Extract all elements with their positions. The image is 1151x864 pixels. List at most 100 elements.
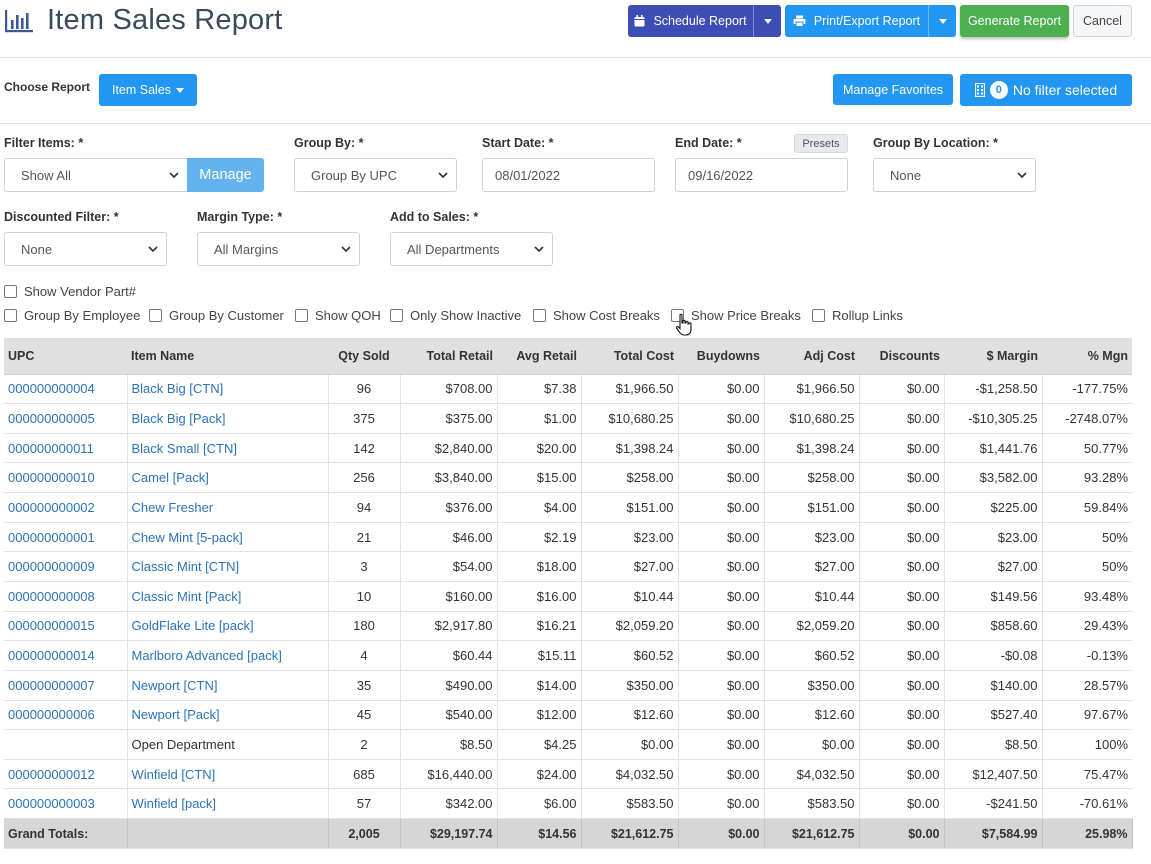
item-name-link[interactable]: Chew Mint [5-pack]	[131, 529, 243, 545]
checkbox-box[interactable]	[295, 309, 308, 322]
checkbox-box[interactable]	[812, 309, 825, 322]
checkbox-box[interactable]	[4, 285, 17, 298]
item-name-link[interactable]: Winfield [CTN]	[131, 766, 216, 782]
upc-link[interactable]: 000000000007	[8, 677, 95, 693]
print-export-button-group[interactable]: Print/Export Report	[785, 5, 956, 37]
cell-avg-retail: $16.00	[497, 581, 582, 612]
checkbox-label: Show Cost Breaks	[553, 308, 660, 323]
print-dropdown-toggle[interactable]	[928, 5, 956, 37]
upc-link[interactable]: 000000000011	[8, 440, 94, 456]
cell-item-name: Winfield [pack]	[127, 788, 329, 820]
upc-link[interactable]: 000000000001	[8, 529, 95, 545]
filter-summary-label: No filter selected	[1012, 82, 1118, 98]
filter-summary-button[interactable]: 0 No filter selected	[960, 74, 1132, 106]
group-by-location-select[interactable]: None	[873, 158, 1036, 192]
show-qoh-checkbox[interactable]: Show QOH	[295, 308, 381, 323]
item-name-link[interactable]: Chew Fresher	[131, 499, 214, 515]
generate-report-button[interactable]: Generate Report	[960, 5, 1069, 37]
upc-link[interactable]: 000000000008	[8, 588, 95, 604]
checkbox-box[interactable]	[533, 309, 546, 322]
checkbox-box[interactable]	[4, 309, 17, 322]
column-header-total-retail[interactable]: Total Retail	[400, 338, 497, 375]
chevron-down-icon	[534, 246, 544, 253]
schedule-report-button-group[interactable]: Schedule Report	[628, 5, 781, 37]
item-name-link[interactable]: Camel [Pack]	[131, 470, 209, 486]
item-name-link[interactable]: Black Big [Pack]	[131, 410, 226, 426]
item-name-link[interactable]: Black Small [CTN]	[131, 440, 237, 456]
upc-link[interactable]: 000000000004	[8, 381, 95, 397]
cancel-button[interactable]: Cancel	[1073, 5, 1132, 37]
column-header-discounts[interactable]: Discounts	[859, 338, 944, 375]
manage-favorites-button[interactable]: Manage Favorites	[833, 74, 953, 105]
column-header-total-cost[interactable]: Total Cost	[581, 338, 678, 375]
upc-link[interactable]: 000000000006	[8, 707, 95, 723]
end-date-input[interactable]: 09/16/2022	[675, 158, 848, 192]
item-name-link[interactable]: Marlboro Advanced [pack]	[131, 648, 282, 664]
upc-link[interactable]: 000000000015	[8, 618, 95, 634]
date-presets-button[interactable]: Presets	[794, 134, 848, 153]
checkbox-label: Group By Customer	[169, 308, 284, 323]
cell-qty-sold: 96	[328, 374, 401, 405]
schedule-report-button[interactable]: Schedule Report	[628, 5, 753, 37]
item-name-link[interactable]: Newport [CTN]	[131, 677, 218, 693]
column-header-upc[interactable]: UPC	[4, 338, 127, 375]
cell-dollar-margin: -$241.50	[944, 788, 1043, 820]
column-header-qty-sold[interactable]: Qty Sold	[328, 338, 400, 375]
item-name-link[interactable]: Classic Mint [Pack]	[131, 588, 242, 604]
upc-link[interactable]: 000000000009	[8, 559, 95, 575]
cell-item-name: Classic Mint [Pack]	[127, 581, 329, 612]
cell-buydowns: $0.00	[678, 759, 765, 790]
upc-link[interactable]: 000000000014	[8, 648, 95, 664]
item-name-link[interactable]: GoldFlake Lite [pack]	[131, 618, 254, 634]
column-header-buydowns[interactable]: Buydowns	[678, 338, 764, 375]
cell-adj-cost: $10,680.25	[764, 403, 860, 434]
discounted-filter-select[interactable]: None	[4, 232, 167, 266]
upc-link[interactable]: 000000000003	[8, 796, 95, 812]
margin-type-select[interactable]: All Margins	[197, 232, 360, 266]
rollup-links-checkbox[interactable]: Rollup Links	[812, 308, 903, 323]
total-item-name	[127, 818, 329, 850]
column-header-adj-cost[interactable]: Adj Cost	[764, 338, 859, 375]
item-name-link[interactable]: Newport [Pack]	[131, 707, 220, 723]
cell-discounts: $0.00	[859, 611, 945, 642]
upc-link[interactable]: 000000000012	[8, 766, 95, 782]
cell-qty-sold: 3	[328, 551, 401, 582]
group-by-customer-checkbox[interactable]: Group By Customer	[149, 308, 284, 323]
cell-percent-margin: 93.48%	[1042, 581, 1132, 612]
column-header-avg-retail[interactable]: Avg Retail	[497, 338, 581, 375]
item-name-link[interactable]: Winfield [pack]	[131, 796, 217, 812]
cell-total-cost: $12.60	[581, 700, 679, 731]
cell-buydowns: $0.00	[678, 492, 765, 523]
print-export-button[interactable]: Print/Export Report	[785, 5, 928, 37]
item-name-link[interactable]: Classic Mint [CTN]	[131, 559, 240, 575]
add-to-sales-select[interactable]: All Departments	[390, 232, 553, 266]
item-name-link[interactable]: Black Big [CTN]	[131, 381, 224, 397]
total-dollar-margin: $7,584.99	[944, 818, 1043, 850]
cell-dollar-margin: $149.56	[944, 581, 1043, 612]
filter-items-select[interactable]: Show All	[4, 158, 188, 192]
show-cost-breaks-checkbox[interactable]: Show Cost Breaks	[533, 308, 660, 323]
table-row: 000000000005 Black Big [Pack] 375 $375.00 $1…	[4, 403, 1132, 434]
manage-filter-items-button[interactable]: Manage	[187, 158, 264, 192]
checkbox-box[interactable]	[149, 309, 162, 322]
start-date-input[interactable]: 08/01/2022	[482, 158, 655, 192]
checkbox-box[interactable]	[390, 309, 403, 322]
schedule-dropdown-toggle[interactable]	[753, 5, 781, 37]
group-by-select[interactable]: Group By UPC	[294, 158, 457, 192]
group-by-employee-checkbox[interactable]: Group By Employee	[4, 308, 140, 323]
column-header-item-name[interactable]: Item Name	[127, 338, 328, 375]
cell-avg-retail: $15.11	[497, 640, 582, 671]
table-row: 000000000009 Classic Mint [CTN] 3 $54.00 $18…	[4, 551, 1132, 582]
cell-avg-retail: $16.21	[497, 611, 582, 642]
cell-total-cost: $27.00	[581, 551, 679, 582]
upc-link[interactable]: 000000000002	[8, 499, 95, 515]
total-buydowns: $0.00	[678, 818, 765, 850]
only-show-inactive-checkbox[interactable]: Only Show Inactive	[390, 308, 521, 323]
show-vendor-part-checkbox[interactable]: Show Vendor Part#	[4, 284, 136, 299]
column-header-percent-margin[interactable]: % Mgn	[1042, 338, 1132, 375]
report-type-dropdown[interactable]: Item Sales	[99, 74, 197, 106]
upc-link[interactable]: 000000000010	[8, 470, 95, 486]
upc-link[interactable]: 000000000005	[8, 410, 95, 426]
column-header-dollar-margin[interactable]: $ Margin	[944, 338, 1042, 375]
cell-qty-sold: 4	[328, 640, 401, 671]
